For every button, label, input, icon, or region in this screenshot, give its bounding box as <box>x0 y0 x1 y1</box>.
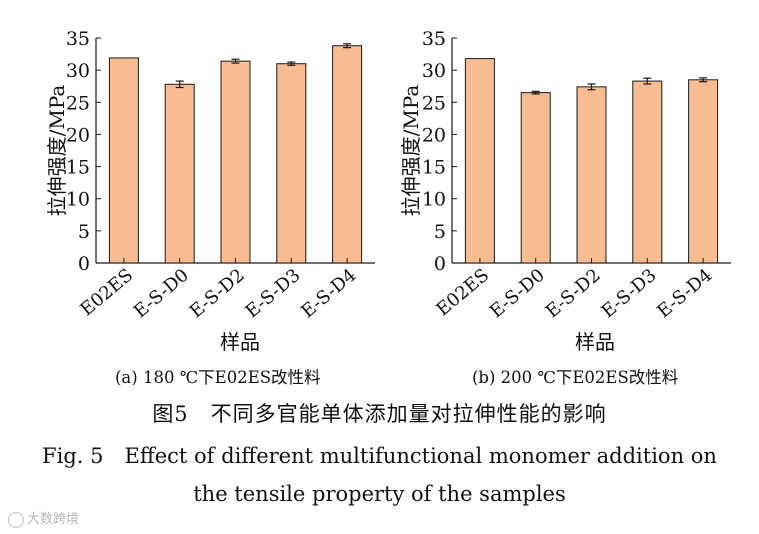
x-tick-label-a-E-S-D0: E-S-D0 <box>130 265 193 323</box>
y-tick-label-a: 30 <box>66 60 90 82</box>
figure-charts: 05101520253035拉伸强度/MPaE02ESE-S-D0E-S-D2E… <box>45 28 731 354</box>
watermark-text: 大数跨境 <box>27 512 80 527</box>
x-tick-label-b-E-S-D0: E-S-D0 <box>486 265 549 323</box>
figure-caption-en-line1: Fig. 5 Effect of different multifunction… <box>42 444 717 468</box>
y-tick-label-b: 25 <box>422 92 446 114</box>
y-tick-label-b: 20 <box>422 124 446 146</box>
x-tick-label-b-E-S-D2: E-S-D2 <box>542 265 605 323</box>
bar-a-E02ES <box>108 57 139 264</box>
bar-b-E-S-D2 <box>576 86 607 264</box>
y-tick-label-a: 20 <box>66 124 90 146</box>
x-tick-label-a-E-S-D3: E-S-D3 <box>242 265 305 323</box>
x-axis-label-a: 样品 <box>220 330 260 354</box>
y-tick-label-b: 30 <box>422 60 446 82</box>
y-tick-label-a: 5 <box>78 221 90 243</box>
subcaption-a: (a) 180 ℃下E02ES改性料 <box>115 368 321 387</box>
y-tick-label-b: 15 <box>422 157 446 179</box>
y-tick-label-a: 10 <box>66 189 90 211</box>
x-tick-label-a-E-S-D2: E-S-D2 <box>186 265 249 323</box>
bar-b-E-S-D0 <box>520 92 551 264</box>
figure-caption-en-line2: the tensile property of the samples <box>193 482 566 506</box>
y-tick-label-b: 5 <box>434 221 446 243</box>
bar-a-E-S-D0 <box>164 83 195 264</box>
bar-b-E-S-D3 <box>632 80 663 264</box>
y-tick-label-a: 0 <box>78 253 90 275</box>
watermark-logo-icon <box>8 511 24 528</box>
x-axis-label-b: 样品 <box>575 330 615 354</box>
y-tick-label-a: 25 <box>66 92 90 114</box>
bar-b-E02ES <box>464 58 495 264</box>
y-axis-label-b: 拉伸强度/MPa <box>399 85 423 217</box>
figure-caption-cn: 图5 不同多官能单体添加量对拉伸性能的影响 <box>152 402 607 426</box>
x-tick-label-b-E-S-D4: E-S-D4 <box>653 265 716 323</box>
y-tick-label-b: 0 <box>434 253 446 275</box>
x-tick-label-b-E-S-D3: E-S-D3 <box>598 265 661 323</box>
subcaption-b: (b) 200 ℃下E02ES改性料 <box>472 368 679 387</box>
y-axis-label-a: 拉伸强度/MPa <box>45 85 69 217</box>
bar-a-E-S-D4 <box>332 45 363 264</box>
bar-a-E-S-D2 <box>220 60 251 264</box>
bar-a-E-S-D3 <box>276 63 307 264</box>
bar-b-E-S-D4 <box>688 79 719 264</box>
y-tick-label-a: 35 <box>66 28 90 50</box>
watermark: 大数跨境 <box>8 508 79 528</box>
y-tick-label-b: 35 <box>422 28 446 50</box>
y-tick-label-b: 10 <box>422 189 446 211</box>
y-tick-label-a: 15 <box>66 157 90 179</box>
x-tick-label-a-E-S-D4: E-S-D4 <box>297 265 360 323</box>
